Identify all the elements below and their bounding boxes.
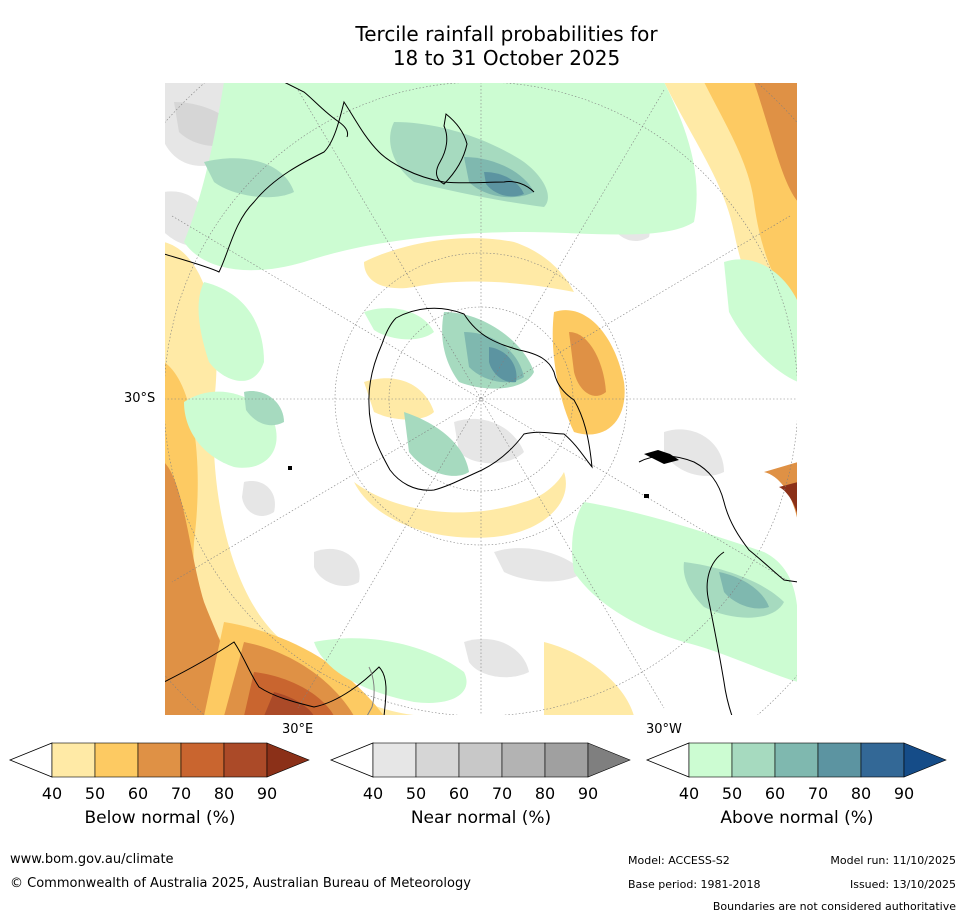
falkland-island <box>644 494 649 498</box>
australia-coastline <box>164 100 535 273</box>
colorbar-tick-label: 40 <box>41 784 63 803</box>
colorbar-tick-label: 50 <box>405 784 427 803</box>
colorbar-tick-label: 70 <box>807 784 829 803</box>
colorbar-tick-label: 90 <box>577 784 599 803</box>
above-normal-regions <box>184 82 798 703</box>
colorbar-tick-label: 90 <box>256 784 278 803</box>
colorbar-swatch <box>860 742 905 778</box>
africa-coastline <box>164 641 387 716</box>
boundaries-disclaimer: Boundaries are not considered authoritat… <box>712 900 956 913</box>
colorbar-max-arrow <box>266 742 310 778</box>
model-name: Model: ACCESS-S2 <box>628 854 730 867</box>
colorbar-tick-label: 60 <box>448 784 470 803</box>
latitude-label-30s: 30°S <box>124 391 156 406</box>
copyright-notice: © Commonwealth of Australia 2025, Austra… <box>10 876 471 891</box>
colorbar-swatch <box>731 742 776 778</box>
colorbar-swatch <box>817 742 862 778</box>
colorbar-tick-label: 50 <box>84 784 106 803</box>
colorbar-swatch <box>458 742 503 778</box>
colorbar-tick-label: 60 <box>127 784 149 803</box>
papua-coastline <box>283 82 349 138</box>
longitude-label-30w: 30°W <box>646 722 682 737</box>
map-title-line-1: Tercile rainfall probabilities for <box>355 22 658 46</box>
below-normal-regions <box>164 82 798 716</box>
model-run-date: Model run: 11/10/2025 <box>830 854 956 867</box>
forecast-map[interactable] <box>164 82 798 716</box>
below-normal-legend-title: Below normal (%) <box>84 808 236 828</box>
near-normal-ticks: 40 50 60 70 80 90 <box>341 784 641 804</box>
colorbar-swatch <box>688 742 733 778</box>
below-normal-ticks: 40 50 60 70 80 90 <box>20 784 320 804</box>
colorbar-swatch <box>223 742 268 778</box>
map-title-line-2: 18 to 31 October 2025 <box>392 46 621 70</box>
colorbar-swatch <box>94 742 139 778</box>
colorbar-tick-label: 80 <box>213 784 235 803</box>
madagascar-coastline <box>366 666 375 716</box>
colorbar-min-arrow <box>8 742 53 778</box>
colorbar-tick-label: 90 <box>893 784 915 803</box>
colorbar-tick-label: 40 <box>362 784 384 803</box>
near-normal-colorbar <box>329 742 631 778</box>
colorbar-swatch <box>372 742 417 778</box>
colorbar-swatch <box>501 742 546 778</box>
longitude-label-30e: 30°E <box>282 722 314 737</box>
colorbar-swatch <box>544 742 589 778</box>
bom-website-link[interactable]: www.bom.gov.au/climate <box>10 852 174 867</box>
colorbar-swatch <box>774 742 819 778</box>
new-zealand-coastline <box>436 113 468 185</box>
above-normal-legend-title: Above normal (%) <box>720 808 874 828</box>
colorbar-min-arrow <box>645 742 690 778</box>
colorbar-swatch <box>137 742 182 778</box>
south-america-islands <box>644 450 679 464</box>
base-period: Base period: 1981-2018 <box>628 878 761 891</box>
above-normal-colorbar <box>645 742 947 778</box>
colorbar-tick-label: 70 <box>170 784 192 803</box>
colorbar-max-arrow <box>587 742 631 778</box>
issued-date: Issued: 13/10/2025 <box>849 878 956 891</box>
colorbar-tick-label: 80 <box>850 784 872 803</box>
south-america-coastline <box>638 455 798 583</box>
kerguelen-island <box>288 466 292 470</box>
antarctica-coastline <box>368 307 593 491</box>
colorbar-tick-label: 50 <box>721 784 743 803</box>
colorbar-tick-label: 80 <box>534 784 556 803</box>
colorbar-swatch <box>415 742 460 778</box>
colorbar-max-arrow <box>903 742 947 778</box>
colorbar-swatch <box>51 742 96 778</box>
colorbar-swatch <box>180 742 225 778</box>
graticule <box>164 82 798 716</box>
colorbar-tick-label: 60 <box>764 784 786 803</box>
colorbar-min-arrow <box>329 742 374 778</box>
colorbar-tick-label: 70 <box>491 784 513 803</box>
near-normal-legend-title: Near normal (%) <box>410 808 552 828</box>
above-normal-ticks: 40 50 60 70 80 90 <box>657 784 957 804</box>
below-normal-colorbar <box>8 742 310 778</box>
colorbar-tick-label: 40 <box>678 784 700 803</box>
south-america-coast-west <box>706 551 733 716</box>
